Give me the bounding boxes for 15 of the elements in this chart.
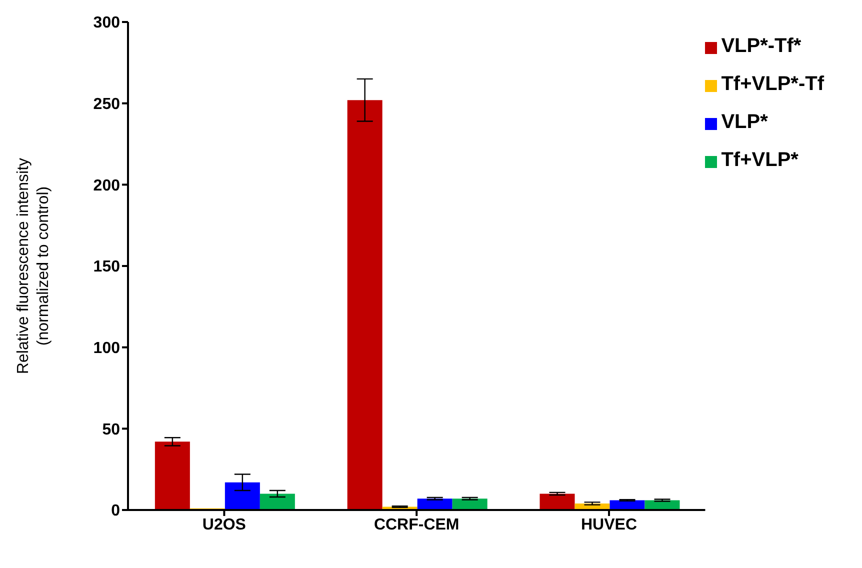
legend-label: Tf+VLP*-Tf (721, 73, 824, 95)
legend-label: VLP* (721, 111, 768, 133)
x-tick-label: HUVEC (581, 516, 638, 534)
legend-label: Tf+VLP* (721, 149, 798, 171)
y-tick-label: 200 (93, 177, 120, 194)
legend-label: VLP*-Tf* (721, 35, 802, 57)
x-tick-label: CCRF-CEM (374, 516, 460, 534)
y-tick-label: 0 (111, 502, 120, 520)
y-tick-label: 250 (93, 96, 120, 114)
y-axis-title: Relative fluorescence intensity (normalized to control) (15, 158, 52, 374)
y-tick-label: 50 (102, 421, 120, 438)
y-tick-label: 150 (93, 258, 120, 276)
x-tick-label: U2OS (202, 516, 246, 534)
y-tick-label: 300 (93, 14, 120, 32)
y-tick-label: 100 (93, 340, 120, 358)
